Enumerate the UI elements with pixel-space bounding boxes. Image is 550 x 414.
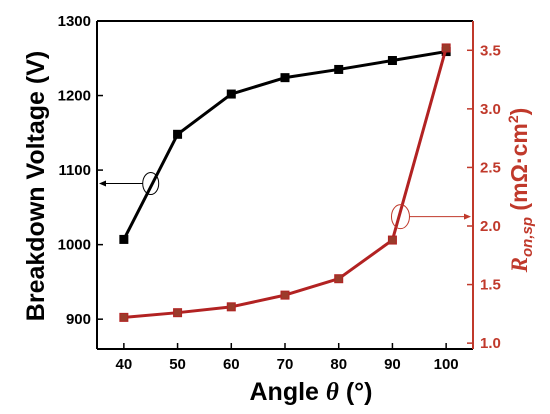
plot-frame-group xyxy=(96,20,474,350)
data-point-right xyxy=(441,43,451,53)
x-tick-label: 50 xyxy=(169,356,186,373)
right-y-tick-label: 3.0 xyxy=(480,101,501,118)
left-y-tick-label: 1300 xyxy=(58,13,91,30)
series-line-right xyxy=(123,47,448,319)
x-tick-label: 40 xyxy=(116,356,133,373)
data-point-right xyxy=(173,308,183,318)
left-y-tick-label: 1000 xyxy=(58,237,91,254)
left-y-axis-title: Breakdown Voltage (V) xyxy=(22,51,50,321)
x-axis-title-unit: (°) xyxy=(339,378,373,406)
data-point-right xyxy=(119,312,129,322)
right-y-axis-title-unit-close: ) xyxy=(506,108,532,116)
data-point-left xyxy=(387,56,397,66)
x-axis-title-theta: θ xyxy=(326,379,339,406)
x-tick-label: 90 xyxy=(384,356,401,373)
data-point-right xyxy=(226,302,236,312)
right-y-tick-label: 3.5 xyxy=(480,42,501,59)
data-point-right xyxy=(280,290,290,300)
right-y-axis-title-symbol: R xyxy=(507,257,532,273)
right-y-tick-label: 2.0 xyxy=(480,218,501,235)
right-y-axis-title-unit-open: (mΩ·cm xyxy=(506,123,532,217)
series-group xyxy=(119,43,451,322)
x-tick-label: 80 xyxy=(330,356,347,373)
data-point-right xyxy=(334,274,344,284)
data-point-left xyxy=(334,64,344,74)
right-axis-indicator-arrowhead xyxy=(464,213,471,220)
x-axis-title: Angle θ (°) xyxy=(250,378,373,406)
data-point-left xyxy=(173,129,183,139)
right-y-tick-label: 1.0 xyxy=(480,335,501,352)
x-tick-label: 70 xyxy=(277,356,294,373)
data-point-left xyxy=(280,73,290,83)
data-point-right xyxy=(387,235,397,245)
data-point-left xyxy=(119,234,129,244)
left-axis-indicator-arrowhead xyxy=(99,180,106,187)
right-y-ticks: 1.0 1.5 2.0 2.5 3.0 3.5 xyxy=(467,42,501,352)
data-point-left xyxy=(226,89,236,99)
left-y-tick-label: 900 xyxy=(66,311,91,328)
x-tick-label: 100 xyxy=(434,356,459,373)
right-y-tick-label: 1.5 xyxy=(480,277,501,294)
left-axis-indicator-ellipse xyxy=(142,172,160,196)
right-y-tick-label: 2.5 xyxy=(480,159,501,176)
right-y-axis-title-sub: on,sp xyxy=(519,217,536,257)
annotations xyxy=(99,172,471,230)
x-tick-label: 60 xyxy=(223,356,240,373)
x-ticks: 40 50 60 70 80 90 100 xyxy=(116,343,459,373)
right-y-axis-title: Ron,sp (mΩ·cm2) xyxy=(505,108,536,274)
left-y-tick-label: 1200 xyxy=(58,88,91,105)
x-axis-title-main: Angle xyxy=(250,378,326,406)
left-y-ticks: 900 1000 1100 1200 1300 xyxy=(58,13,103,328)
right-y-axis-title-sup: 2 xyxy=(505,115,521,123)
left-y-tick-label: 1100 xyxy=(58,162,91,179)
